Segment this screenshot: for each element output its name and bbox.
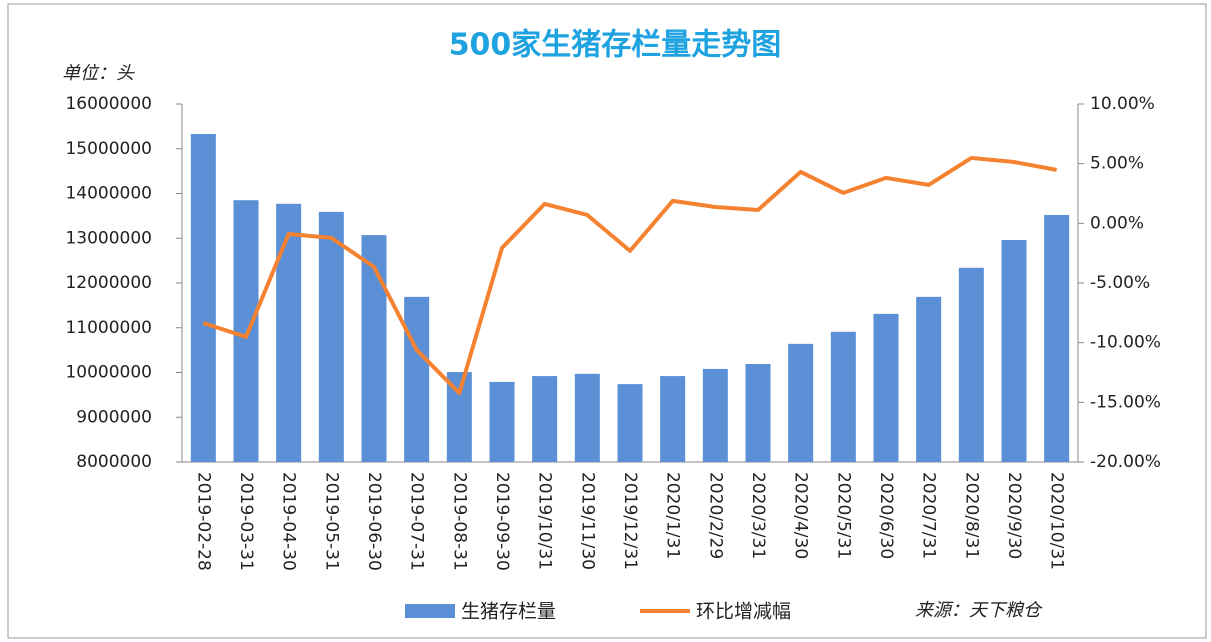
x-tick-label: 2020/4/30 bbox=[791, 472, 811, 559]
y2-tick-label: -20.00% bbox=[1090, 452, 1161, 472]
x-tick-label: 2020/7/31 bbox=[919, 472, 939, 559]
x-tick-label: 2019-06-30 bbox=[364, 472, 384, 571]
x-tick-label: 2019/11/30 bbox=[577, 472, 597, 570]
bar bbox=[276, 203, 302, 463]
y2-tick-label: 5.00% bbox=[1090, 154, 1144, 174]
y2-tick-label: 10.00% bbox=[1090, 94, 1155, 114]
x-tick-label: 2020/10/31 bbox=[1047, 472, 1067, 570]
bar bbox=[361, 235, 387, 462]
x-tick-label: 2019-04-30 bbox=[279, 472, 299, 571]
source: 来源：天下粮仓 bbox=[915, 600, 1043, 621]
bar bbox=[830, 331, 856, 462]
x-tick-label: 2020/6/30 bbox=[876, 472, 896, 559]
legend-label: 生猪存栏量 bbox=[461, 601, 556, 623]
bar bbox=[745, 363, 771, 462]
bar bbox=[190, 133, 216, 463]
x-tick-label: 2019/10/31 bbox=[535, 472, 555, 570]
y2-tick-label: -5.00% bbox=[1090, 273, 1150, 293]
y2-tick-label: -15.00% bbox=[1090, 392, 1161, 412]
bar bbox=[702, 368, 728, 462]
y-tick-label: 12000000 bbox=[65, 273, 152, 293]
frame bbox=[7, 3, 1207, 639]
bar bbox=[788, 343, 814, 462]
x-tick-label: 2019-07-31 bbox=[407, 472, 427, 571]
y-tick-label: 10000000 bbox=[65, 363, 152, 383]
x-tick-label: 2020/9/30 bbox=[1004, 472, 1024, 559]
bar bbox=[233, 200, 259, 462]
y-tick-label: 16000000 bbox=[65, 94, 152, 114]
x-tick-label: 2020/1/31 bbox=[663, 472, 683, 559]
y-tick-label: 14000000 bbox=[65, 184, 152, 204]
bar bbox=[873, 313, 899, 462]
y2-tick-label: -10.00% bbox=[1090, 333, 1161, 353]
x-tick-label: 2020/8/31 bbox=[961, 472, 981, 559]
y-tick-label: 15000000 bbox=[65, 139, 152, 159]
x-tick-label: 2020/2/29 bbox=[705, 472, 725, 559]
x-tick-label: 2020/3/31 bbox=[748, 472, 768, 559]
bar bbox=[1001, 240, 1027, 462]
bar bbox=[958, 267, 984, 462]
bar bbox=[617, 384, 643, 462]
bar bbox=[916, 296, 942, 462]
x-tick-label: 2019-02-28 bbox=[193, 472, 213, 571]
bar bbox=[404, 296, 430, 462]
x-tick-label: 2019-05-31 bbox=[321, 472, 341, 571]
x-tick-label: 2020/5/31 bbox=[833, 472, 853, 559]
bar bbox=[532, 376, 558, 462]
legend-label: 环比增减幅 bbox=[696, 601, 791, 623]
y2-tick-label: 0.00% bbox=[1090, 213, 1144, 233]
x-tick-label: 2019-03-31 bbox=[236, 472, 256, 571]
x-tick-label: 2019-08-31 bbox=[449, 472, 469, 571]
legend-swatch bbox=[405, 604, 455, 618]
chart-title: 500家生猪存栏量走势图 bbox=[449, 28, 782, 63]
bar bbox=[489, 381, 515, 462]
y-axis-label: 单位：头 bbox=[62, 63, 135, 84]
y-tick-label: 9000000 bbox=[76, 407, 152, 427]
bar bbox=[660, 376, 686, 462]
y-tick-label: 11000000 bbox=[65, 318, 152, 338]
x-tick-label: 2019/12/31 bbox=[620, 472, 640, 570]
y-tick-label: 8000000 bbox=[76, 452, 152, 472]
x-tick-label: 2019-09-30 bbox=[492, 472, 512, 571]
bar bbox=[574, 373, 600, 462]
line bbox=[202, 155, 1058, 396]
bar bbox=[318, 211, 344, 462]
bar bbox=[1044, 214, 1070, 462]
y-tick-label: 13000000 bbox=[65, 228, 152, 248]
